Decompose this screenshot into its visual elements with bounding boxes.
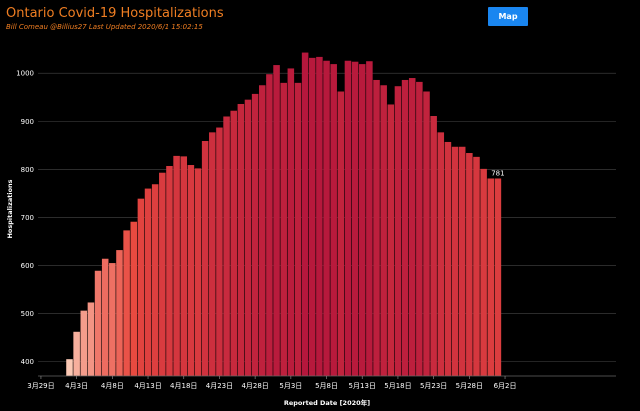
- bar: [416, 81, 423, 377]
- bar: [294, 82, 302, 376]
- bar: [201, 140, 209, 376]
- x-tick-label: 4月8日: [101, 382, 124, 390]
- bar: [137, 198, 145, 376]
- bar: [444, 141, 452, 376]
- bar: [380, 85, 387, 376]
- bar: [73, 331, 80, 376]
- bar: [487, 178, 495, 376]
- bar: [80, 310, 88, 376]
- bar: [358, 64, 366, 376]
- bar: [237, 103, 245, 376]
- bar: [101, 258, 109, 376]
- bar: [180, 156, 188, 376]
- x-tick-label: 5月13日: [349, 382, 376, 390]
- bar: [466, 153, 473, 376]
- bar: [166, 165, 173, 376]
- bar: [130, 221, 138, 376]
- bar: [209, 132, 216, 376]
- bar: [494, 178, 502, 376]
- y-axis: 400 500 600 700 800 900 1000: [16, 70, 616, 377]
- bar: [223, 116, 230, 377]
- x-tick-label: 4月3日: [65, 382, 88, 390]
- y-tick-label: 400: [21, 358, 34, 366]
- bar: [408, 78, 416, 377]
- x-tick-label: 3月29日: [27, 382, 54, 390]
- bar: [458, 146, 466, 376]
- bar: [316, 56, 323, 377]
- bar: [194, 168, 202, 376]
- x-tick-label: 4月28日: [241, 382, 268, 390]
- bar: [266, 74, 273, 377]
- bar: [123, 230, 130, 376]
- x-tick-label: 5月3日: [279, 382, 302, 390]
- x-tick-label: 4月23日: [206, 382, 233, 390]
- bar: [116, 250, 123, 376]
- x-tick-label: 4月13日: [134, 382, 161, 390]
- y-axis-title: Hospitalizations: [6, 179, 14, 238]
- bar: [216, 127, 223, 376]
- y-tick-label: 700: [21, 214, 34, 222]
- bar: [280, 82, 287, 376]
- bar: [351, 61, 359, 376]
- bar: [230, 110, 237, 377]
- bar: [437, 132, 445, 376]
- bar: [87, 302, 95, 376]
- bar: [323, 60, 330, 377]
- y-tick-label: 500: [21, 310, 34, 318]
- bar: [144, 188, 152, 376]
- bar: [330, 64, 337, 376]
- y-tick-label: 1000: [16, 70, 34, 78]
- map-button[interactable]: Map: [488, 7, 528, 26]
- bar: [151, 184, 159, 376]
- last-updated-subtitle: Bill Comeau @Billius27 Last Updated 2020…: [6, 23, 203, 31]
- bar: [473, 156, 480, 376]
- bar: [301, 52, 309, 376]
- x-axis-title: Reported Date [2020年]: [284, 398, 370, 407]
- bar: [480, 168, 487, 376]
- x-tick-label: 4月18日: [170, 382, 197, 390]
- bar: [259, 85, 266, 376]
- bar: [308, 57, 316, 376]
- x-tick-label: 5月23日: [420, 382, 447, 390]
- bar: [394, 86, 402, 376]
- bar: [187, 165, 195, 376]
- bar: [451, 146, 459, 376]
- x-tick-label: 5月8日: [315, 382, 338, 390]
- bar: [344, 60, 352, 377]
- bar: [66, 359, 73, 376]
- bar: [273, 65, 280, 376]
- x-axis: 3月29日 4月3日 4月8日 4月13日 4月18日 4月23日 4月28日 5月3日 5月8…: [27, 376, 517, 390]
- page-title: Ontario Covid-19 Hospitalizations: [6, 6, 224, 21]
- bar: [251, 93, 259, 376]
- bar: [401, 79, 409, 377]
- bar: [387, 104, 395, 376]
- bar: [94, 270, 102, 376]
- y-tick-label: 600: [21, 262, 34, 270]
- bar: [373, 79, 380, 377]
- bar: [287, 68, 295, 377]
- y-tick-label: 800: [21, 166, 34, 174]
- bar: [173, 155, 180, 376]
- bar: [430, 116, 437, 376]
- bars: [66, 52, 502, 377]
- x-tick-label: 5月18日: [384, 382, 411, 390]
- bar: [159, 172, 166, 376]
- bar: [109, 263, 116, 376]
- bar: [423, 91, 430, 377]
- bar: [337, 91, 345, 377]
- y-tick-label: 900: [21, 118, 34, 126]
- bar: [366, 61, 373, 376]
- x-tick-label: 6月2日: [494, 382, 517, 390]
- last-value-label: 781: [491, 169, 504, 177]
- bar: [244, 99, 252, 376]
- x-tick-label: 5月28日: [456, 382, 483, 390]
